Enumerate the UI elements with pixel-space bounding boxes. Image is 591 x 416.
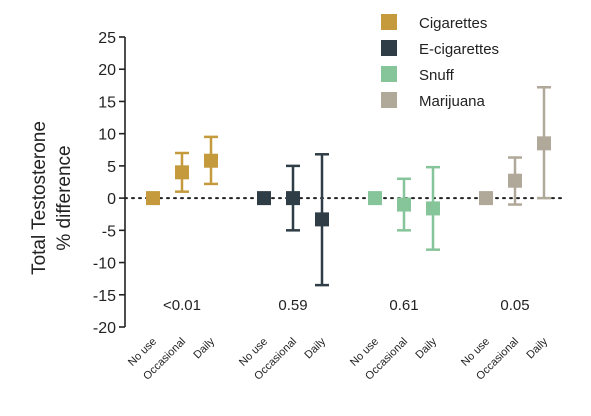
y-tick-label: 20 — [98, 62, 116, 79]
x-category-label: Daily — [524, 335, 550, 361]
legend-swatch — [381, 14, 397, 30]
y-tick-label: 5 — [107, 159, 116, 176]
data-point — [426, 201, 440, 216]
legend-swatch — [381, 66, 397, 82]
p-value: 0.59 — [278, 297, 307, 314]
y-tick-label: 0 — [107, 191, 116, 208]
data-marks — [146, 86, 551, 287]
x-category-label: Daily — [413, 335, 439, 361]
data-point — [368, 191, 382, 206]
y-axis-title-line-2: % difference — [54, 145, 75, 250]
legend: Cigarettes E-cigarettes Snuff Marijuana — [381, 14, 499, 110]
data-point — [537, 136, 551, 151]
legend-entry: Marijuana — [419, 93, 486, 110]
p-value: 0.05 — [500, 297, 529, 314]
data-point — [175, 165, 189, 180]
legend-entry: E-cigarettes — [419, 41, 499, 58]
legend-entry: Snuff — [419, 67, 455, 84]
y-tick-label: -5 — [102, 223, 116, 240]
data-point — [397, 197, 411, 212]
data-point — [257, 191, 271, 206]
y-tick-label: -20 — [93, 320, 116, 337]
legend-entry: Cigarettes — [419, 15, 487, 32]
legend-swatch — [381, 40, 397, 56]
p-values: <0.01 0.59 0.61 0.05 — [163, 297, 530, 314]
y-tick-label: 10 — [98, 127, 116, 144]
y-tick-label: -10 — [93, 256, 116, 273]
x-category-label: Daily — [191, 335, 217, 361]
y-tick-label: 25 — [98, 30, 116, 47]
p-value: 0.61 — [389, 297, 418, 314]
data-point — [508, 173, 522, 188]
y-axis: -20 -15 -10 -5 0 5 10 15 20 25 — [93, 30, 126, 337]
legend-swatch — [381, 92, 397, 108]
y-tick-label: 15 — [98, 94, 116, 111]
x-category-label: Daily — [302, 335, 328, 361]
y-axis-title-line-1: Total Testosterone — [29, 121, 50, 275]
p-value: <0.01 — [163, 297, 201, 314]
data-point — [204, 153, 218, 168]
data-point — [146, 191, 160, 206]
data-point — [315, 212, 329, 227]
data-point — [286, 191, 300, 206]
y-tick-label: -15 — [93, 288, 116, 305]
data-point — [479, 191, 493, 206]
